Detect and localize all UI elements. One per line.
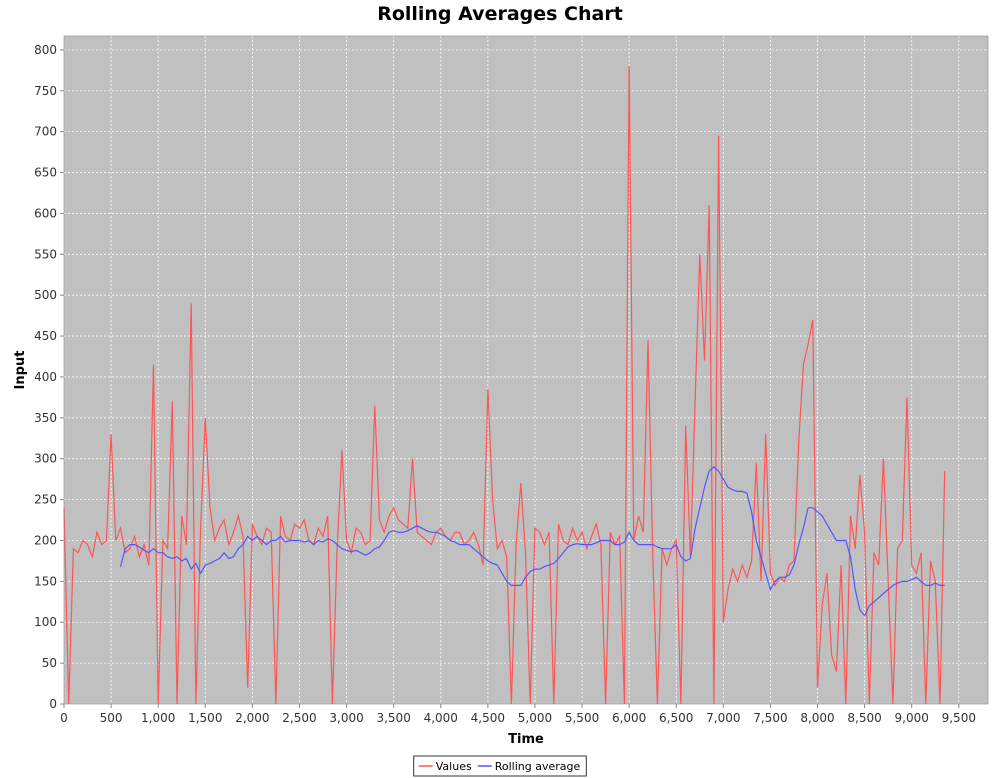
legend-box xyxy=(413,755,587,777)
y-tick-label: 450 xyxy=(34,329,57,343)
x-axis-label: Time xyxy=(508,732,544,747)
x-tick-label: 7,000 xyxy=(706,711,740,725)
y-tick-label: 250 xyxy=(34,493,57,507)
x-tick-label: 2,500 xyxy=(282,711,316,725)
y-tick-label: 500 xyxy=(34,288,57,302)
y-tick-label: 350 xyxy=(34,411,57,425)
y-tick-label: 550 xyxy=(34,247,57,261)
y-tick-label: 800 xyxy=(34,43,57,57)
x-tick-label: 0 xyxy=(60,711,68,725)
y-tick-label: 150 xyxy=(34,574,57,588)
x-tick-label: 6,500 xyxy=(659,711,693,725)
plot-border xyxy=(63,35,989,705)
x-tick-label: 500 xyxy=(100,711,123,725)
y-tick-label: 400 xyxy=(34,370,57,384)
x-tick-label: 4,500 xyxy=(471,711,505,725)
x-tick-label: 5,000 xyxy=(518,711,552,725)
data-line xyxy=(119,466,945,617)
x-tick-label: 8,000 xyxy=(800,711,834,725)
x-tick-label: 3,000 xyxy=(329,711,363,725)
x-tick-label: 2,000 xyxy=(235,711,269,725)
x-tick-label: 4,000 xyxy=(424,711,458,725)
y-tick-label: 0 xyxy=(49,697,57,711)
y-axis-label: Input xyxy=(13,351,28,390)
legend-label: Rolling average xyxy=(495,760,581,773)
x-tick-label: 3,500 xyxy=(376,711,410,725)
x-tick-label: 1,000 xyxy=(141,711,175,725)
data-line xyxy=(63,66,946,705)
x-tick-label: 1,500 xyxy=(188,711,222,725)
chart-title: Rolling Averages Chart xyxy=(377,3,623,25)
y-tick-label: 700 xyxy=(34,125,57,139)
y-tick-label: 650 xyxy=(34,166,57,180)
x-tick-label: 6,000 xyxy=(612,711,646,725)
legend: Values Rolling average xyxy=(413,755,587,777)
legend-label: Values xyxy=(436,760,472,773)
x-tick-label: 5,500 xyxy=(565,711,599,725)
x-tick-label: 7,500 xyxy=(753,711,787,725)
y-tick-label: 50 xyxy=(42,656,57,670)
x-tick-label: 8,500 xyxy=(847,711,881,725)
y-tick-label: 750 xyxy=(34,84,57,98)
y-tick-label: 200 xyxy=(34,533,57,547)
plot-area xyxy=(64,36,988,704)
x-tick-label: 9,500 xyxy=(942,711,976,725)
y-tick-label: 300 xyxy=(34,452,57,466)
x-tick-label: 9,000 xyxy=(895,711,929,725)
y-tick-label: 600 xyxy=(34,206,57,220)
y-tick-label: 100 xyxy=(34,615,57,629)
